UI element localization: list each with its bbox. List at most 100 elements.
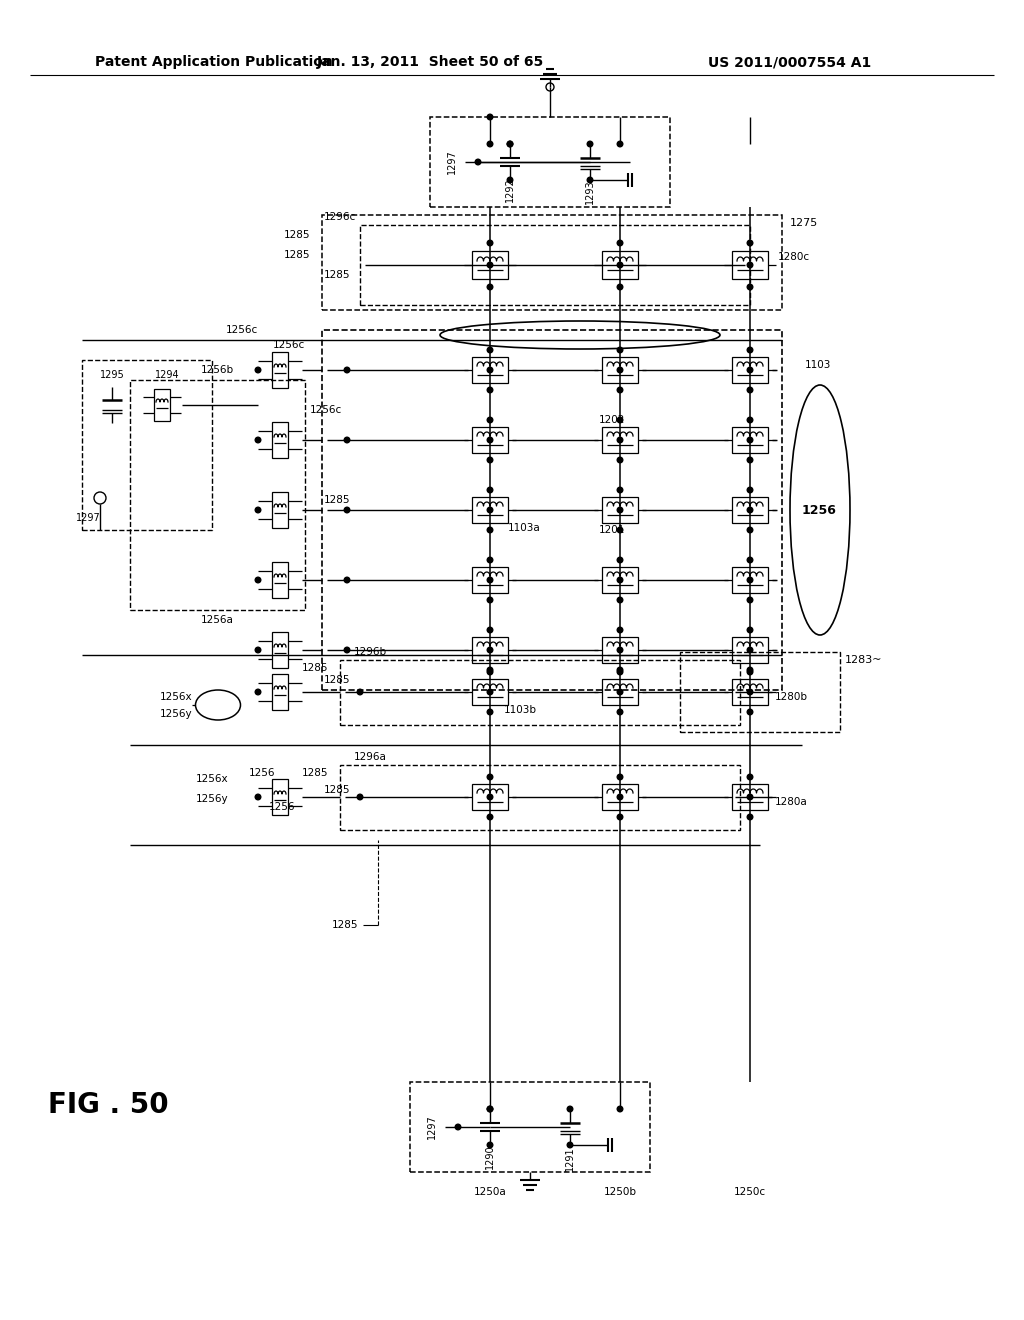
Circle shape [617,240,623,246]
Bar [472,498,508,523]
Circle shape [617,597,623,603]
Circle shape [748,437,753,442]
Circle shape [255,689,261,694]
Circle shape [617,527,623,533]
Circle shape [487,557,493,562]
Circle shape [748,669,753,675]
Circle shape [507,141,513,147]
Text: 1202: 1202 [599,414,626,425]
Circle shape [617,669,623,675]
Text: 1285: 1285 [284,230,310,240]
Circle shape [487,689,493,694]
Circle shape [487,367,493,372]
Bar [602,251,638,279]
Bar [82,360,212,531]
Circle shape [344,367,350,372]
Circle shape [617,577,623,583]
Circle shape [344,647,350,653]
Circle shape [587,177,593,182]
Circle shape [507,141,513,147]
Text: 1297: 1297 [76,513,100,523]
Text: 1285: 1285 [301,663,328,673]
Circle shape [748,814,753,820]
Text: 1296b: 1296b [353,647,387,657]
Circle shape [617,667,623,673]
Circle shape [487,597,493,603]
Bar [680,652,840,733]
Circle shape [617,387,623,393]
Circle shape [487,667,493,673]
Text: 1296a: 1296a [353,752,386,762]
Circle shape [617,557,623,562]
Circle shape [617,457,623,463]
Circle shape [567,1142,572,1148]
Text: 1283~: 1283~ [845,655,883,665]
Text: 1256a: 1256a [201,615,233,624]
Text: 1250a: 1250a [474,1187,507,1197]
Text: 1296c: 1296c [324,213,356,222]
Text: 1256y: 1256y [160,709,193,719]
Circle shape [748,527,753,533]
Text: 1103a: 1103a [508,523,541,533]
Circle shape [748,417,753,422]
Circle shape [255,507,261,512]
Circle shape [617,775,623,780]
Circle shape [748,487,753,492]
Bar [732,498,768,523]
Bar [732,568,768,593]
Text: 1103: 1103 [805,360,831,370]
Bar [602,784,638,810]
Circle shape [617,284,623,290]
Bar [472,251,508,279]
Text: Patent Application Publication: Patent Application Publication [95,55,333,69]
Circle shape [748,795,753,800]
Text: 1285: 1285 [301,768,328,777]
Text: 1285: 1285 [324,675,350,685]
Circle shape [255,647,261,653]
Text: Jan. 13, 2011  Sheet 50 of 65: Jan. 13, 2011 Sheet 50 of 65 [316,55,544,69]
Bar [272,492,288,528]
Circle shape [487,814,493,820]
Bar [322,330,782,690]
Bar [472,678,508,705]
Circle shape [617,367,623,372]
Bar [602,638,638,663]
Bar [602,498,638,523]
Circle shape [617,347,623,352]
Bar [130,380,305,610]
Text: 1291: 1291 [565,1147,575,1171]
Circle shape [617,689,623,694]
Circle shape [487,709,493,715]
Circle shape [487,417,493,422]
Text: 1256x: 1256x [196,774,228,784]
Circle shape [748,775,753,780]
Circle shape [487,437,493,442]
Circle shape [617,437,623,442]
Bar [602,426,638,453]
Circle shape [344,507,350,512]
Circle shape [617,417,623,422]
Circle shape [617,627,623,632]
Bar [272,562,288,598]
Circle shape [487,457,493,463]
Circle shape [748,387,753,393]
Bar [602,568,638,593]
Bar [430,117,670,207]
Circle shape [748,627,753,632]
Circle shape [748,647,753,653]
Bar [732,251,768,279]
Circle shape [487,487,493,492]
Circle shape [617,507,623,512]
Circle shape [487,240,493,246]
Circle shape [617,795,623,800]
Text: 1285: 1285 [332,920,358,931]
Circle shape [487,647,493,653]
Bar [154,389,170,421]
Text: 1285: 1285 [324,271,350,280]
Circle shape [487,1142,493,1148]
Bar [472,638,508,663]
Text: 1103b: 1103b [504,705,537,715]
Circle shape [748,507,753,512]
Bar [472,784,508,810]
Text: 1294: 1294 [155,370,179,380]
